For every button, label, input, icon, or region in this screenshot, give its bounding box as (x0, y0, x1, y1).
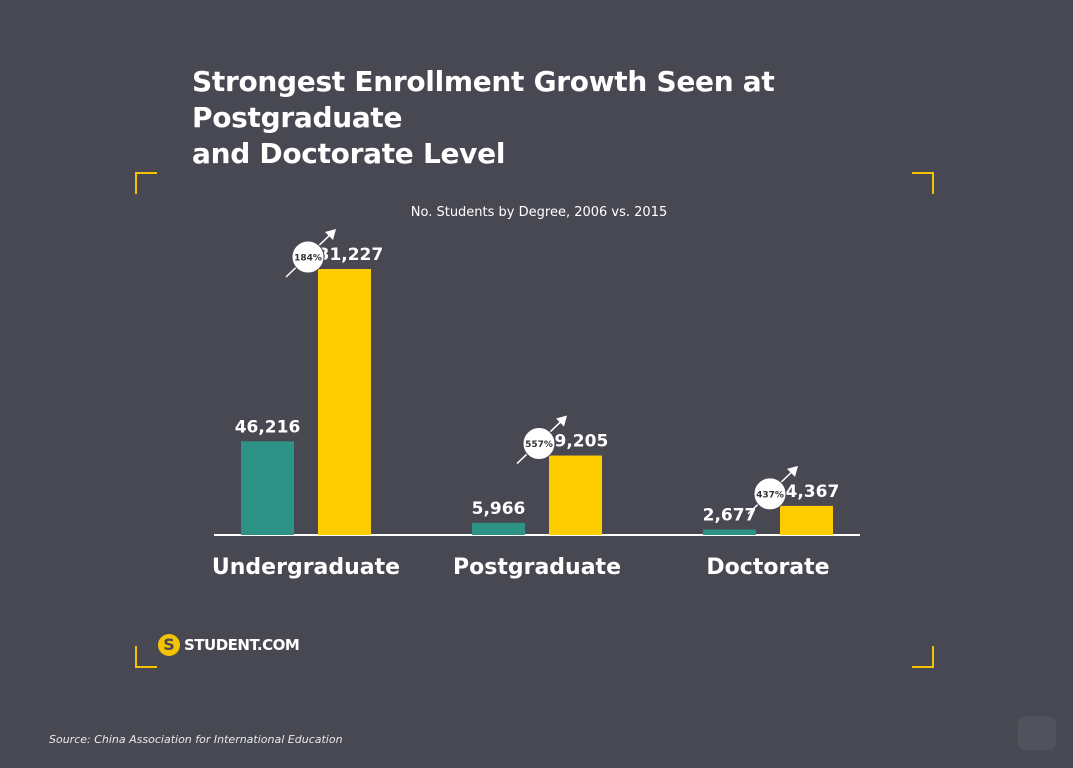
category-label: Postgraduate (453, 555, 621, 580)
brand-logo: S STUDENT.COM (158, 632, 300, 658)
growth-label: 184% (294, 254, 322, 264)
bar-value-label: 131,227 (306, 245, 383, 265)
title-line-2: and Doctorate Level (192, 137, 506, 170)
title-line-1: Strongest Enrollment Growth Seen at Post… (192, 65, 775, 134)
growth-badge (291, 240, 325, 274)
bar-doctorate-1 (780, 505, 833, 535)
growth-badge (522, 427, 556, 461)
growth-label: 437% (756, 490, 784, 500)
growth-arrowhead-icon (556, 415, 567, 427)
bar-value-label: 14,367 (774, 482, 840, 502)
source-note: Source: China Association for Internatio… (49, 733, 343, 746)
bar-value-label: 5,966 (472, 499, 526, 519)
bar-undergraduate-0 (241, 441, 294, 535)
growth-label: 557% (525, 440, 553, 450)
student-logo-icon: S (158, 634, 180, 656)
growth-arrowhead-icon (787, 465, 798, 477)
corner-bracket-bottom-right (912, 646, 934, 668)
bar-postgraduate-0 (472, 522, 525, 535)
overlay-button[interactable] (1018, 716, 1056, 750)
bar-value-label: 46,216 (235, 417, 301, 437)
corner-bracket-bottom-left (135, 646, 157, 668)
logo-text: STUDENT.COM (184, 636, 300, 654)
corner-bracket-top-left (135, 172, 157, 194)
growth-arrowhead-icon (325, 229, 336, 240)
growth-badge (753, 477, 787, 511)
corner-bracket-top-right (912, 172, 934, 194)
bar-doctorate-0 (703, 529, 756, 535)
bar-value-label: 39,205 (543, 432, 609, 452)
page-title: Strongest Enrollment Growth Seen at Post… (192, 64, 992, 172)
chart-title: No. Students by Degree, 2006 vs. 2015 (410, 205, 668, 220)
category-label: Doctorate (706, 555, 829, 580)
bar-value-label: 2,677 (703, 506, 757, 526)
bar-postgraduate-1 (549, 455, 602, 535)
bar-undergraduate-1 (318, 269, 371, 535)
category-label: Undergraduate (212, 555, 400, 580)
